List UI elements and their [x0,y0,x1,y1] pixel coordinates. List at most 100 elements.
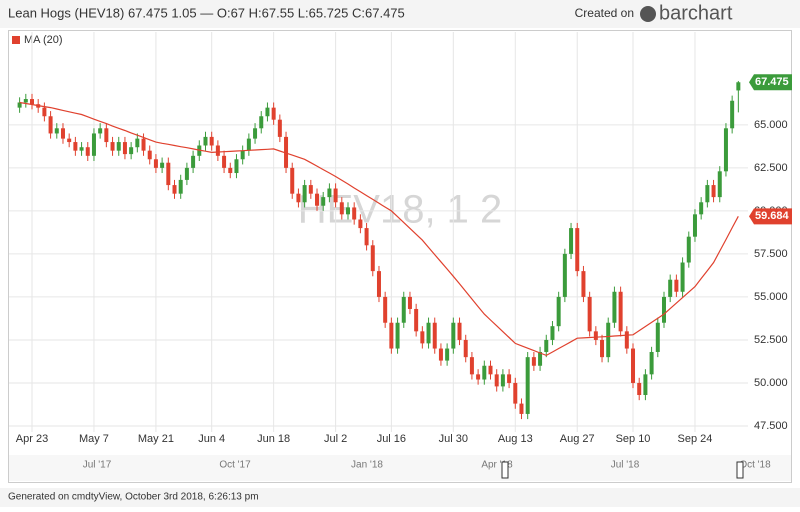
last-price-label: 67.475 [755,76,789,88]
watermark: HEV18, 1 2 [298,188,503,232]
candle-body [147,150,152,160]
candle-body [482,365,487,380]
navigator-handle[interactable] [501,461,509,479]
candle-body [85,147,90,156]
candle-body [426,322,431,344]
x-tick-label: Aug 13 [498,433,533,445]
candle-body [624,331,629,349]
candle-body [488,365,493,375]
candle-body [643,374,648,396]
legend-swatch [12,36,20,44]
candle-body [538,351,543,366]
candle-body [705,185,710,203]
candle-body [587,296,592,332]
candle-body [637,382,642,396]
candle-body [692,214,697,237]
candle-body [104,128,109,143]
mark-layer: 59.684 67.475 [17,74,792,420]
candle-body [253,128,258,139]
candle-body [153,159,158,168]
last-price-label-box [749,74,792,91]
candle-body [54,128,59,134]
candle-body [271,107,276,120]
candle-body [711,185,716,198]
candle-body [457,322,462,340]
footer-bar [0,488,800,507]
x-tick-label: Aug 27 [560,433,595,445]
navigator-label: Oct '18 [739,460,771,471]
candle-body [184,167,189,180]
candle-body [339,202,344,215]
candle-body [203,136,208,146]
candle-body [296,193,301,203]
candle-body [612,291,617,323]
candle-body [110,142,115,151]
candle-body [352,207,357,220]
navigator-label: Jan '18 [351,460,383,471]
created-on: Created on [575,6,634,20]
footer: Generated on cmdtyView, October 3rd 2018… [8,492,259,503]
navigator-label: Oct '17 [219,460,251,471]
brand-logo [640,6,656,22]
candle-body [17,102,22,108]
candle-body [513,382,518,404]
candle-body [215,145,220,156]
candle-body [686,236,691,263]
y-tick-label: 55.000 [754,291,788,303]
candle-body [655,322,660,352]
candle-body [308,185,313,194]
candle-body [730,100,735,129]
candle-body [445,348,450,361]
navigator-label: Jul '17 [83,460,112,471]
candle-body [544,339,549,352]
navigator-handle[interactable] [736,461,744,479]
candle-body [500,374,505,387]
candle-body [246,138,251,151]
navigator[interactable] [9,455,791,481]
x-tick-label: Jul 30 [439,433,468,445]
candle-body [42,107,47,117]
candle-body [178,179,183,194]
candle-body [228,167,233,174]
candle-body [581,271,586,297]
candle-body [550,326,555,340]
x-tick-label: Sep 10 [616,433,651,445]
candle-body [389,322,394,349]
candle-body [407,296,412,309]
candle-body [135,138,140,148]
candle-body [48,116,53,134]
candle-body [631,348,636,383]
candle-body [122,142,127,155]
candle-body [98,128,103,134]
candle-body [73,142,78,151]
candle-body [240,150,245,160]
candle-body [494,374,499,387]
candle-body [507,374,512,383]
candle-body [321,197,326,206]
candle-body [476,374,481,380]
ma-last-label-box [749,208,792,225]
candle-body [618,291,623,332]
candle-body [432,322,437,349]
candle-body [674,279,679,292]
candle-body [469,357,474,375]
candle-body [234,159,239,174]
navigator-label: Apr '18 [481,460,513,471]
x-tick-label: May 7 [79,433,109,445]
ma-line [19,101,739,357]
candle-body [556,296,561,327]
candle-body [723,128,728,172]
candle-body [575,228,580,272]
candle-body [420,331,425,344]
candle-body [593,331,598,340]
candle-body [531,357,536,366]
candle-body [451,322,456,349]
y-tick-label: 65.000 [754,119,788,131]
x-tick-label: Jun 4 [198,433,225,445]
candle-body [23,99,28,103]
candle-body [376,271,381,297]
x-tick-label: Jun 18 [257,433,290,445]
candle-body [284,136,289,168]
brand: barchart [659,2,733,24]
